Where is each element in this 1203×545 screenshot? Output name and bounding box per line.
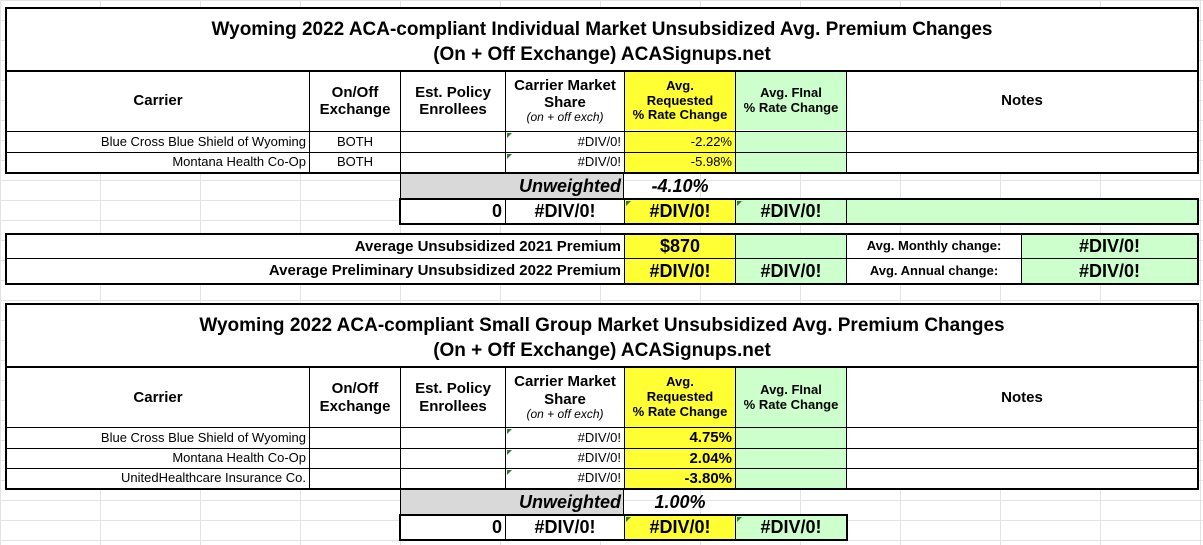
table-row-share: #DIV/0! (506, 469, 624, 488)
ind-header-enrollees: Est. Policy Enrollees (415, 83, 491, 118)
sg-header-enrollees: Est. Policy Enrollees (415, 380, 491, 415)
sg-total-enrollees: 0 (491, 517, 502, 538)
sg-header-exchange: On/Off Exchange (319, 380, 391, 415)
annual-change-value: #DIV/0! (1078, 260, 1141, 281)
table-row-share: #DIV/0! (506, 153, 624, 172)
table-row-carrier: Blue Cross Blue Shield of Wyoming (100, 429, 306, 445)
annual-change-label: Avg. Annual change: (869, 262, 999, 278)
table-row-requested: -3.80% (684, 469, 732, 487)
sg-header-share: Carrier Market Share (on + off exch) (514, 373, 616, 421)
sg-unweighted-label: Unweighted (519, 491, 621, 512)
sg-unweighted-value: 1.00% (654, 491, 706, 512)
sg-total-final: #DIV/0! (736, 516, 846, 539)
table-row-share: #DIV/0! (506, 428, 624, 448)
premium-2022-final: #DIV/0! (760, 260, 822, 281)
individual-title: Wyoming 2022 ACA-compliant Individual Ma… (5, 16, 1199, 68)
sg-total-share: #DIV/0! (534, 517, 596, 538)
table-row-carrier: UnitedHealthcare Insurance Co. (121, 470, 306, 486)
sg-header-notes: Notes (1001, 388, 1043, 406)
small-group-title: Wyoming 2022 ACA-compliant Small Group M… (5, 312, 1199, 364)
ind-total-final: #DIV/0! (736, 200, 846, 223)
small-group-title-line2: (On + Off Exchange) ACASignups.net (433, 340, 771, 361)
monthly-change-value: #DIV/0! (1078, 236, 1141, 257)
table-row-carrier: Blue Cross Blue Shield of Wyoming (100, 133, 306, 149)
ind-unweighted-label: Unweighted (519, 175, 621, 196)
premium-2022-value: #DIV/0! (649, 260, 711, 281)
table-row-requested: -5.98% (690, 154, 732, 170)
sg-header-requested: Avg. Requested% Rate Change (632, 374, 728, 419)
premium-table (5, 233, 1199, 285)
small-group-title-line1: Wyoming 2022 ACA-compliant Small Group M… (199, 315, 1005, 336)
table-row-exchange: BOTH (336, 133, 374, 149)
ind-header-final: Avg. FInal% Rate Change (743, 85, 839, 115)
table-row-requested: 4.75% (689, 429, 732, 447)
table-row-requested: 2.04% (689, 449, 732, 467)
ind-header-requested: Avg. Requested% Rate Change (632, 77, 728, 123)
ind-unweighted-value: -4.10% (651, 175, 709, 196)
small-group-table (5, 303, 1199, 490)
table-row-share: #DIV/0! (506, 132, 624, 152)
table-row-carrier: Montana Health Co-Op (172, 450, 306, 466)
premium-2022-label: Average Preliminary Unsubsidized 2022 Pr… (268, 262, 621, 280)
ind-total-share: #DIV/0! (534, 201, 596, 222)
ind-header-notes: Notes (1001, 92, 1043, 110)
table-row-carrier: Montana Health Co-Op (172, 154, 306, 170)
table-row-share: #DIV/0! (506, 449, 624, 468)
premium-2021-label: Average Unsubsidized 2021 Premium (354, 237, 621, 255)
ind-header-exchange: On/Off Exchange (319, 83, 391, 118)
ind-header-carrier: Carrier (133, 92, 183, 110)
sg-header-carrier: Carrier (133, 388, 183, 406)
ind-header-share: Carrier Market Share (on + off exch) (514, 76, 616, 125)
sg-header-final: Avg. FInal% Rate Change (743, 381, 839, 412)
ind-total-enrollees: 0 (491, 201, 502, 222)
table-row-requested: -2.22% (690, 133, 732, 149)
individual-title-line2: (On + Off Exchange) ACASignups.net (433, 44, 771, 65)
table-row-exchange: BOTH (336, 154, 374, 170)
individual-table (5, 7, 1199, 174)
monthly-change-label: Avg. Monthly change: (866, 238, 1002, 254)
premium-2021-value: $870 (659, 236, 701, 257)
ind-total-requested: #DIV/0! (625, 200, 735, 223)
sg-total-requested: #DIV/0! (625, 516, 735, 539)
individual-title-line1: Wyoming 2022 ACA-compliant Individual Ma… (211, 19, 993, 40)
